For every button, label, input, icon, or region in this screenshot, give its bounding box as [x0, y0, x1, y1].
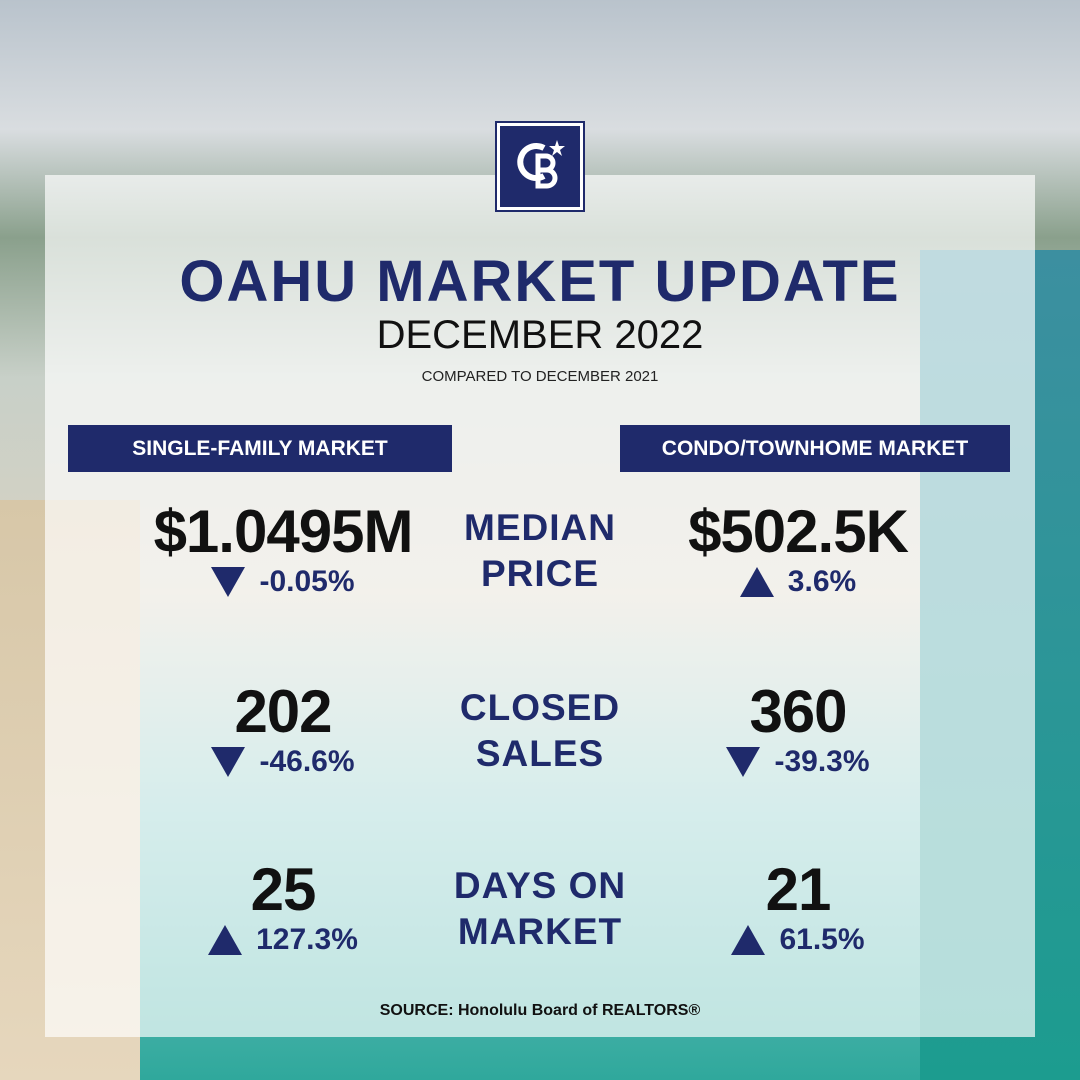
metric-value: $1.0495M — [153, 498, 414, 565]
metric-change: 3.6% — [598, 565, 998, 599]
metric-change: 61.5% — [598, 923, 998, 957]
metric-change: -39.3% — [598, 745, 998, 779]
metric-label: MEDIAN PRICE — [420, 505, 660, 597]
logo-mark — [517, 140, 565, 189]
panel — [45, 175, 1035, 1037]
metric-value: 360 — [749, 678, 847, 745]
metric-value: 202 — [234, 678, 332, 745]
change-text: -39.3% — [774, 745, 870, 778]
change-arrow — [208, 925, 243, 955]
metric-label-line: PRICE — [480, 553, 600, 594]
metric-value: 25 — [250, 856, 317, 923]
source: SOURCE: Honolulu Board of REALTORS® — [379, 1002, 701, 1019]
title: OAHU MARKET UPDATE — [179, 249, 901, 314]
change-arrow — [211, 567, 246, 597]
metric-label-line: CLOSED — [459, 687, 621, 728]
period: DECEMBER 2022 — [376, 313, 704, 357]
change-text: -0.05% — [259, 565, 355, 598]
metric-label-line: SALES — [475, 733, 605, 774]
change-text: -46.6% — [259, 745, 355, 778]
metric-value: $502.5K — [688, 498, 909, 565]
metric-value: 21 — [765, 856, 832, 923]
comparison: COMPARED TO DECEMBER 2021 — [421, 368, 659, 385]
metric-change: 127.3% — [83, 923, 483, 957]
change-arrow — [726, 747, 761, 777]
change-text: 127.3% — [256, 923, 358, 956]
change-text: 3.6% — [787, 565, 857, 598]
change-arrow — [731, 925, 766, 955]
change-arrow — [739, 567, 774, 597]
metric-label: DAYS ON MARKET — [420, 863, 660, 955]
metric-label-line: MEDIAN — [464, 507, 616, 548]
logo — [495, 121, 585, 212]
metric-label-line: MARKET — [457, 911, 623, 952]
metric-label-line: DAYS ON — [453, 865, 627, 906]
change-text: 61.5% — [779, 923, 865, 956]
change-arrow — [211, 747, 246, 777]
metric-change: -0.05% — [83, 565, 483, 599]
column-header: CONDO/TOWNHOME MARKET — [620, 425, 1010, 472]
metric-change: -46.6% — [83, 745, 483, 779]
column-header: SINGLE-FAMILY MARKET — [68, 425, 452, 472]
metric-label: CLOSED SALES — [420, 685, 660, 777]
